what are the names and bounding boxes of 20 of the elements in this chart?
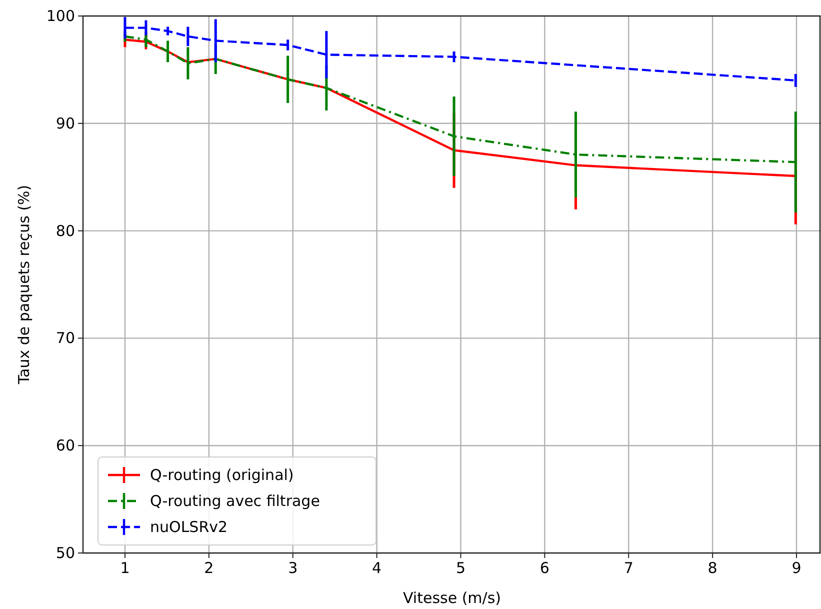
legend-label: nuOLSRv2 xyxy=(150,518,228,536)
legend-label: Q-routing (original) xyxy=(150,466,294,484)
legend-label: Q-routing avec filtrage xyxy=(150,492,320,510)
y-axis-title: Taux de paquets reçus (%) xyxy=(15,184,33,386)
x-tick-label: 7 xyxy=(624,559,634,577)
y-tick-label: 100 xyxy=(46,7,75,25)
x-tick-label: 5 xyxy=(456,559,466,577)
x-axis-title: Vitesse (m/s) xyxy=(402,589,502,607)
y-tick-label: 60 xyxy=(56,436,75,455)
x-tick-label: 1 xyxy=(120,559,130,577)
x-tick-label: 8 xyxy=(708,559,718,577)
y-tick-label: 80 xyxy=(56,222,75,240)
x-tick-label: 3 xyxy=(288,559,298,577)
y-tick-label: 90 xyxy=(56,114,75,132)
x-tick-label: 6 xyxy=(540,559,550,577)
x-tick-label: 2 xyxy=(204,559,214,577)
x-tick-label: 4 xyxy=(372,559,382,577)
y-tick-label: 70 xyxy=(56,329,75,348)
x-tick-label: 9 xyxy=(792,559,802,577)
y-tick-label: 50 xyxy=(56,544,75,562)
